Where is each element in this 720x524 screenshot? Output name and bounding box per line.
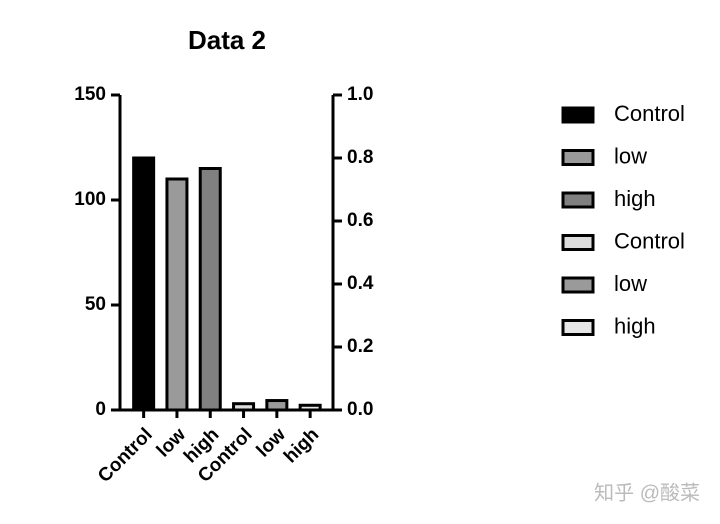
legend-label: Control xyxy=(614,228,685,253)
y-tick-label: 100 xyxy=(74,189,106,210)
x-tick-label: Control xyxy=(94,424,157,487)
y2-tick-label: 0.8 xyxy=(347,147,373,168)
bar xyxy=(132,156,156,412)
y2-tick-label: 0.0 xyxy=(347,399,373,420)
y2-tick-label: 0.6 xyxy=(347,210,373,231)
bar xyxy=(265,399,289,412)
legend-label: low xyxy=(614,271,647,296)
y2-tick-label: 1.0 xyxy=(347,84,373,105)
y-tick-label: 0 xyxy=(95,399,106,420)
legend-swatch xyxy=(561,106,595,124)
legend-swatch xyxy=(561,149,595,166)
legend-label: high xyxy=(614,186,656,211)
bar xyxy=(232,402,256,412)
legend-swatch xyxy=(561,191,595,209)
bar xyxy=(165,177,189,412)
legend-swatch xyxy=(561,319,595,336)
legend-swatch xyxy=(561,276,595,294)
y2-tick-label: 0.2 xyxy=(347,336,373,357)
x-tick-label: high xyxy=(280,424,323,467)
y-tick-label: 50 xyxy=(85,294,106,315)
y-tick-label: 150 xyxy=(74,84,106,105)
legend-label: low xyxy=(614,143,647,168)
bar xyxy=(298,403,322,412)
legend-label: high xyxy=(614,313,656,338)
y2-tick-label: 0.4 xyxy=(347,273,374,294)
bar xyxy=(198,167,222,412)
watermark: 知乎 @酸菜 xyxy=(594,481,700,504)
legend-label: Control xyxy=(614,101,685,126)
legend-swatch xyxy=(561,234,595,251)
chart-title: Data 2 xyxy=(188,25,266,55)
